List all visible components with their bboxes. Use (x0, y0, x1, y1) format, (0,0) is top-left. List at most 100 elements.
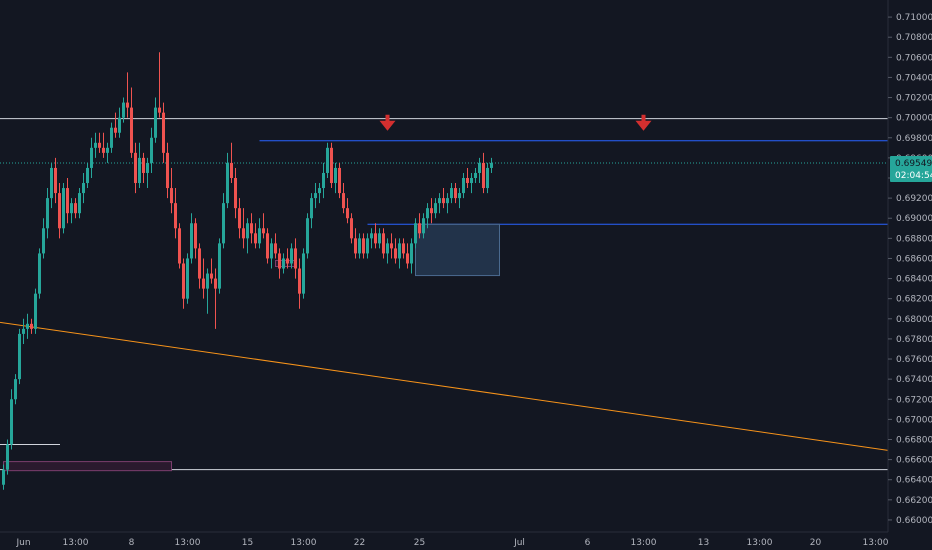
candle-7 (30, 318, 33, 334)
candle-23 (94, 132, 97, 158)
candle-106 (426, 203, 429, 229)
candle-44 (178, 223, 181, 269)
candles-layer (2, 52, 493, 490)
range-box-0[interactable] (415, 223, 500, 277)
candle-58 (234, 167, 237, 219)
candle-65 (262, 213, 265, 239)
time-tick-label: 13 (698, 538, 709, 548)
price-tick-label: 0.68800 (896, 234, 932, 244)
price-tick-label: 0.69200 (896, 194, 932, 204)
candle-101 (406, 243, 409, 269)
candle-120 (482, 152, 485, 194)
price-tick-label: 0.66200 (896, 496, 932, 506)
zone-rect-1[interactable] (3, 461, 172, 472)
candle-5 (22, 318, 25, 344)
candle-35 (142, 152, 145, 184)
price-tick-label: 0.66600 (896, 456, 932, 466)
price-tick-label: 0.68200 (896, 295, 932, 305)
candle-117 (470, 172, 473, 194)
candle-75 (302, 248, 305, 299)
candle-14 (58, 183, 61, 239)
countdown-label: 02:04:54 (895, 171, 932, 181)
candle-121 (486, 162, 489, 194)
candle-63 (254, 223, 257, 249)
candle-50 (202, 258, 205, 299)
time-axis[interactable]: Jun 13:00 8 13:00 15 13:00 22 25 Jul 6 13:00 13 13:0… (0, 531, 889, 550)
down-arrow-icon-1[interactable] (635, 114, 652, 131)
time-tick-label: 15 (242, 538, 253, 548)
candle-122 (490, 157, 493, 173)
trendline[interactable] (0, 321, 889, 451)
price-axis[interactable]: 0.66000 0.66200 0.66400 0.66600 0.66800 0.670… (887, 0, 932, 550)
time-tick-label: Jul (513, 538, 525, 548)
time-tick-label: 13:00 (863, 538, 889, 548)
arrows-layer (379, 114, 652, 131)
candle-116 (466, 167, 469, 189)
candle-90 (362, 233, 365, 259)
candle-111 (446, 193, 449, 214)
candle-39 (158, 52, 161, 118)
candle-80 (322, 162, 325, 199)
candle-98 (394, 238, 397, 264)
candle-61 (246, 218, 249, 254)
candle-112 (450, 183, 453, 204)
candle-73 (294, 238, 297, 279)
candle-4 (18, 328, 21, 385)
candle-24 (98, 132, 101, 153)
current-price-label: 0.69549 (895, 159, 932, 169)
price-tick-label: 0.69000 (896, 214, 932, 224)
candle-26 (106, 142, 109, 163)
candle-67 (270, 238, 273, 269)
candle-53 (214, 268, 217, 329)
candle-34 (138, 142, 141, 189)
price-tick-label: 0.70000 (896, 114, 932, 124)
candle-60 (242, 208, 245, 249)
candle-48 (194, 218, 197, 259)
candle-40 (162, 102, 165, 163)
candle-47 (190, 213, 193, 264)
price-tick-label: 0.67000 (896, 415, 932, 425)
price-tick-label: 0.66000 (896, 516, 932, 526)
candle-107 (430, 198, 433, 224)
candle-11 (46, 188, 49, 239)
candle-16 (66, 178, 69, 224)
candle-118 (474, 167, 477, 184)
candle-25 (102, 132, 105, 158)
candle-41 (166, 142, 169, 199)
candle-57 (230, 142, 233, 184)
time-tick-label: 6 (585, 538, 591, 548)
shapes-layer (3, 223, 500, 472)
price-tick-label: 0.67200 (896, 395, 932, 405)
time-tick-label: 13:00 (63, 538, 89, 548)
time-axis-bg (0, 532, 888, 550)
candle-15 (62, 183, 65, 234)
candle-78 (314, 183, 317, 209)
down-arrow-icon-0[interactable] (379, 114, 396, 131)
candle-20 (82, 172, 85, 204)
candle-52 (210, 258, 213, 284)
candle-108 (434, 198, 437, 219)
candle-84 (338, 162, 341, 199)
price-tick-label: 0.70600 (896, 53, 932, 63)
candle-9 (38, 248, 41, 299)
candle-49 (198, 243, 201, 289)
candle-56 (226, 152, 229, 209)
candle-10 (42, 218, 45, 259)
time-tick-label: Jun (15, 538, 30, 548)
candle-105 (422, 213, 425, 239)
candle-92 (370, 228, 373, 249)
candle-13 (54, 157, 57, 204)
candle-95 (382, 228, 385, 259)
candle-77 (310, 193, 313, 229)
candle-29 (118, 107, 121, 138)
current-price-layer: 0.69549 02:04:54 (890, 156, 932, 182)
candle-94 (378, 228, 381, 249)
candle-91 (366, 233, 369, 259)
candle-110 (442, 188, 445, 209)
price-tick-label: 0.68600 (896, 254, 932, 264)
candle-96 (386, 238, 389, 264)
price-tick-label: 0.67800 (896, 335, 932, 345)
candle-27 (110, 122, 113, 153)
